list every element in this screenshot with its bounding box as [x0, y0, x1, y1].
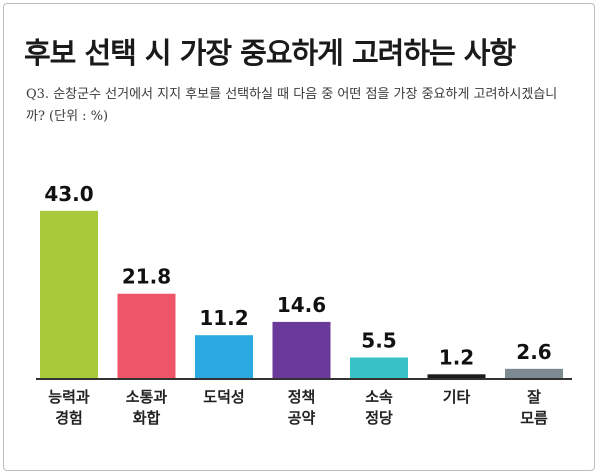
bar-6 — [427, 374, 486, 379]
value-label-1: 43.0 — [44, 182, 93, 206]
bar-4 — [272, 321, 331, 379]
bar-5 — [350, 357, 408, 379]
category-label-1-line-1: 능력과 — [48, 388, 90, 406]
category-label-4-line-2: 공약 — [288, 409, 316, 427]
chart-title: 후보 선택 시 가장 중요하게 고려하는 사항 — [24, 36, 516, 70]
category-label-4-line-1: 정책 — [288, 388, 316, 406]
category-label-6-line-1: 기타 — [443, 388, 471, 406]
value-label-3: 11.2 — [199, 306, 248, 330]
category-label-7-line-2: 모름 — [520, 409, 548, 427]
category-label-2-line-2: 화합 — [133, 409, 161, 427]
value-label-5: 5.5 — [361, 328, 396, 352]
category-label-5-line-1: 소속 — [365, 388, 393, 406]
category-label-7-line-1: 잘 — [527, 388, 541, 406]
value-label-2: 21.8 — [122, 265, 171, 289]
bar-2 — [117, 293, 176, 379]
category-label-3-line-1: 도덕성 — [203, 388, 244, 406]
value-label-7: 2.6 — [516, 340, 551, 364]
bar-7 — [505, 368, 563, 379]
value-label-4: 14.6 — [277, 293, 326, 317]
category-label-2-line-1: 소통과 — [126, 388, 168, 406]
chart-frame — [3, 3, 595, 471]
bar-3 — [195, 335, 253, 379]
category-label-1-line-2: 경험 — [55, 409, 83, 427]
value-label-6: 1.2 — [439, 345, 474, 369]
chart-subtitle: Q3. 순창군수 선거에서 지지 후보를 선택하실 때 다음 중 어떤 점을 가… — [26, 87, 558, 124]
bar-1 — [40, 210, 98, 379]
category-label-5-line-2: 정당 — [365, 409, 393, 427]
